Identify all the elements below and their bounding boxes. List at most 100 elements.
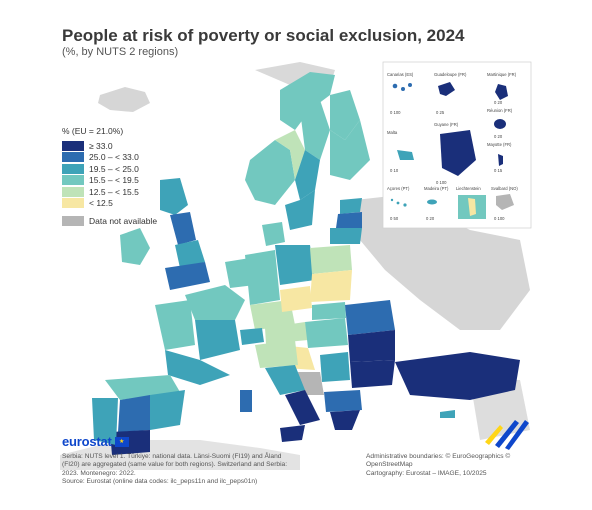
region-baltic-estonia <box>340 198 362 214</box>
iberia-regions <box>92 375 185 455</box>
credit-line: Cartography: Eurostat – IMAGE, 10/2025 <box>366 469 487 477</box>
svg-text:Réunion (FR): Réunion (FR) <box>487 108 513 113</box>
region-sweden-mid <box>295 150 320 200</box>
svg-text:0 50: 0 50 <box>390 216 399 221</box>
region-italy-north <box>255 340 298 368</box>
map-subtitle: (%, by NUTS 2 regions) <box>62 46 179 58</box>
region-sweden-north <box>300 100 330 160</box>
italy-regions <box>240 340 320 442</box>
region-cyprus <box>440 410 455 418</box>
legend-swatch <box>62 175 84 186</box>
legend-item: ≥ 33.0 <box>62 140 157 152</box>
legend-label: ≥ 33.0 <box>89 140 113 151</box>
legend-na-item: Data not available <box>62 216 157 226</box>
legend-label: 15.5 – < 19.5 <box>89 175 139 186</box>
region-norway-mid <box>275 130 305 180</box>
legend-swatch <box>62 152 84 163</box>
region-greece-north <box>324 390 362 412</box>
region-spain-central <box>118 395 150 432</box>
region-germany-east <box>275 245 315 285</box>
region-serbia <box>320 352 350 382</box>
region-baltic-lithuania <box>330 228 362 244</box>
legend-label: < 12.5 <box>89 198 113 209</box>
inset-svalbard: Svalbard (NO) 0 100 <box>491 186 518 221</box>
legend-swatch <box>62 198 84 209</box>
inset-acores: Açores (PT) 0 50 <box>387 186 410 221</box>
svg-text:Canarias (ES): Canarias (ES) <box>387 72 414 77</box>
region-slovakia <box>312 302 346 320</box>
legend-swatch <box>62 186 84 197</box>
inset-guyane: Guyane (FR) 0 100 <box>434 122 476 185</box>
inset-madeira: Madeira (PT) 0 20 <box>424 186 449 221</box>
region-england-north <box>170 212 196 245</box>
inset-guadeloupe: Guadeloupe (FR) 0 25 <box>434 72 467 115</box>
inset-malta: Malta 0 10 <box>387 130 414 173</box>
region-spain-south <box>110 430 150 455</box>
svg-text:0 20: 0 20 <box>494 134 503 139</box>
region-sardinia <box>240 390 252 412</box>
region-czechia <box>280 286 312 312</box>
legend-label: 19.5 – < 25.0 <box>89 163 139 174</box>
legend-item: 12.5 – < 15.5 <box>62 186 157 198</box>
svg-text:0 100: 0 100 <box>390 110 401 115</box>
svg-text:Açores (PT): Açores (PT) <box>387 186 410 191</box>
svg-text:Madeira (PT): Madeira (PT) <box>424 186 449 191</box>
legend-swatch <box>62 140 84 151</box>
svg-text:Malta: Malta <box>387 130 398 135</box>
source-line: Source: Eurostat (online data codes: ilc… <box>62 478 258 486</box>
eurostat-brand: eurostat ★ <box>62 434 129 449</box>
region-finland-north <box>330 90 360 140</box>
eurostat-wordmark: eurostat <box>62 434 112 449</box>
region-poland-south <box>310 270 352 302</box>
region-france-west <box>155 300 195 350</box>
central-europe-regions <box>280 245 520 430</box>
legend-na-label: Data not available <box>89 216 158 226</box>
legend-item: 19.5 – < 25.0 <box>62 163 157 175</box>
legend-label: 12.5 – < 15.5 <box>89 186 139 197</box>
svg-text:0 100: 0 100 <box>494 216 505 221</box>
region-finland-south <box>330 120 370 180</box>
footnotes: Serbia: NUTS level 1. Türkiye: national … <box>62 453 312 487</box>
footnote-line: (FI20) are aggregated (same value for bo… <box>62 461 288 469</box>
region-bulgaria <box>350 360 395 388</box>
svg-text:Liechtenstein: Liechtenstein <box>456 186 481 191</box>
region-norway-north <box>280 72 335 130</box>
legend-title: % (EU = 21.0%) <box>62 126 124 136</box>
legend-swatch <box>62 163 84 174</box>
footnote-line: Serbia: NUTS level 1. Türkiye: national … <box>62 453 282 460</box>
region-romania-north <box>345 300 395 335</box>
region-hungary <box>305 318 348 348</box>
region-england-mid <box>175 240 205 268</box>
iceland-region <box>98 87 150 112</box>
inset-martinique: Martinique (FR) 0 20 <box>487 72 517 105</box>
region-sweden-south <box>285 190 315 230</box>
svg-text:0 20: 0 20 <box>426 216 435 221</box>
british-isles-regions <box>120 178 210 290</box>
inset-canarias: Canarias (ES) 0 100 <box>387 72 414 115</box>
svg-text:0 100: 0 100 <box>436 180 447 185</box>
svg-text:0 10: 0 10 <box>390 168 399 173</box>
region-france-south <box>165 350 230 385</box>
region-poland-north <box>310 245 352 274</box>
legend-label: 25.0 – < 33.0 <box>89 152 139 163</box>
credits: Administrative boundaries: © EuroGeograp… <box>366 453 556 478</box>
region-england-south <box>165 262 210 290</box>
inset-liechtenstein: Liechtenstein <box>456 186 486 219</box>
legend-item: 25.0 – < 33.0 <box>62 152 157 164</box>
svg-text:Mayotte (FR): Mayotte (FR) <box>487 142 512 147</box>
eurostat-stripe-logo <box>485 420 529 450</box>
legend-item: 15.5 – < 19.5 <box>62 175 157 187</box>
region-ireland <box>120 228 150 265</box>
region-romania-south <box>348 330 395 362</box>
region-france-north <box>185 285 245 320</box>
credit-line: Administrative boundaries: © EuroGeograp… <box>366 453 511 469</box>
region-switzerland <box>240 328 264 345</box>
scandinavia-regions <box>245 72 370 246</box>
svg-text:0 25: 0 25 <box>436 110 445 115</box>
region-denmark <box>262 222 285 246</box>
map-title: People at risk of poverty or social excl… <box>62 26 465 45</box>
legend-items: ≥ 33.0 25.0 – < 33.0 19.5 – < 25.0 15.5 – <… <box>62 140 157 209</box>
region-austria <box>265 322 308 344</box>
svg-text:Martinique (FR): Martinique (FR) <box>487 72 517 77</box>
svg-text:0 15: 0 15 <box>494 168 503 173</box>
